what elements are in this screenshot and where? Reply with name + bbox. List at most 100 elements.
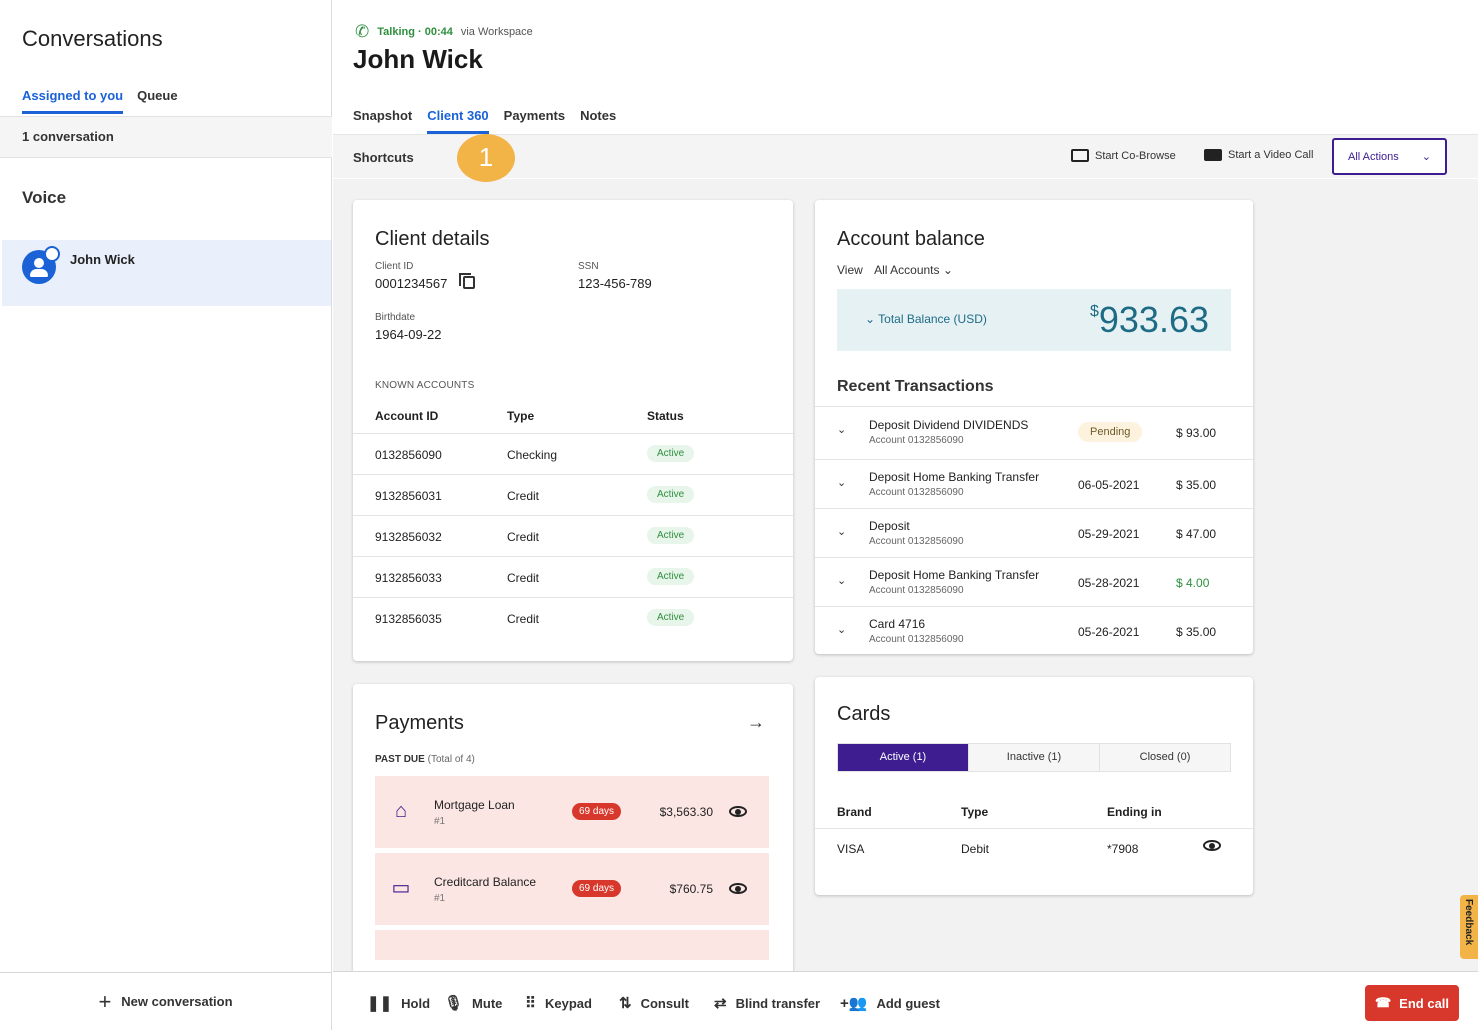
step-marker: 1: [457, 134, 515, 182]
tab-closed-cards[interactable]: Closed (0): [1100, 744, 1230, 771]
tab-active-cards[interactable]: Active (1): [838, 744, 969, 771]
hang-up-icon: ☎: [1374, 995, 1392, 1010]
tab-queue[interactable]: Queue: [137, 88, 178, 103]
blind-transfer-button[interactable]: ⇄ Blind transfer: [714, 994, 820, 1012]
transaction-title: Deposit Home Banking Transfer: [869, 568, 1040, 582]
table-row[interactable]: VISA Debit *7908: [815, 830, 1253, 870]
transaction-row[interactable]: ⌄ Deposit Home Banking Transfer Account …: [815, 557, 1253, 606]
payments-title: Payments: [375, 712, 464, 734]
copy-icon[interactable]: [459, 273, 475, 289]
transaction-account: Account 0132856090: [869, 585, 964, 596]
view-value: All Accounts: [874, 263, 940, 277]
payment-item-partial[interactable]: [375, 930, 769, 960]
consult-icon: ⇅: [619, 995, 632, 1012]
conversation-item-john-wick[interactable]: John Wick: [2, 240, 331, 306]
view-label: View: [837, 263, 863, 277]
total-balance-value: $933.63: [1089, 299, 1209, 340]
tab-payments[interactable]: Payments: [503, 108, 566, 123]
account-type: Credit: [507, 571, 540, 585]
payment-item-creditcard[interactable]: ▭ Creditcard Balance #1 69 days $760.75: [375, 853, 769, 925]
status-badge: Active: [647, 486, 695, 503]
chevron-down-icon: ⌄: [865, 312, 879, 326]
payment-name: Creditcard Balance: [434, 875, 537, 889]
transaction-row[interactable]: ⌄ Deposit Account 0132856090 05-29-2021 …: [815, 508, 1253, 557]
client-details-title: Client details: [375, 228, 490, 250]
start-co-browse-button[interactable]: Start Co-Browse: [1071, 149, 1176, 162]
total-balance-label: ⌄ Total Balance (USD): [865, 312, 987, 326]
pause-icon: ❚❚: [367, 995, 393, 1012]
eye-icon[interactable]: [729, 883, 747, 894]
client-id-label: Client ID: [375, 261, 414, 272]
feedback-tab[interactable]: Feedback: [1460, 895, 1478, 959]
tab-snapshot[interactable]: Snapshot: [353, 108, 413, 123]
caller-name: John Wick: [353, 44, 483, 74]
start-video-call-button[interactable]: Start a Video Call: [1204, 149, 1313, 161]
end-call-button[interactable]: ☎ End call: [1365, 985, 1459, 1021]
chevron-down-icon[interactable]: ⌄: [837, 424, 847, 436]
transaction-title: Card 4716: [869, 617, 926, 631]
eye-icon[interactable]: [729, 806, 747, 817]
status-badge: Active: [647, 527, 695, 544]
transaction-row[interactable]: ⌄ Card 4716 Account 0132856090 05-26-202…: [815, 606, 1253, 654]
transaction-date: 05-26-2021: [1078, 625, 1140, 639]
main-tabs: Snapshot Client 360 Payments Notes: [353, 108, 616, 134]
view-selector[interactable]: View All Accounts ⌄: [837, 263, 953, 277]
shortcuts-label: Shortcuts: [353, 150, 414, 165]
call-status: ✆ Talking · 00:44 via Workspace: [355, 22, 533, 42]
mic-off-icon: 🎙: [444, 995, 464, 1012]
mute-button[interactable]: 🎙 Mute: [444, 994, 502, 1012]
chevron-down-icon[interactable]: ⌄: [837, 624, 847, 636]
shortcuts-bar: Shortcuts 1 Start Co-Browse Start a Vide…: [333, 134, 1478, 182]
consult-button[interactable]: ⇅ Consult: [619, 994, 689, 1012]
column-status: Status: [647, 409, 684, 423]
table-row[interactable]: 9132856032 Credit Active: [353, 516, 793, 557]
tab-inactive-cards[interactable]: Inactive (1): [969, 744, 1100, 771]
total-balance-box[interactable]: ⌄ Total Balance (USD) $933.63: [837, 289, 1231, 351]
keypad-label: Keypad: [545, 995, 592, 1011]
chevron-down-icon[interactable]: ⌄: [837, 477, 847, 489]
eye-icon[interactable]: [1203, 840, 1221, 851]
transaction-amount: $ 35.00: [1176, 478, 1217, 492]
transaction-row[interactable]: ⌄ Deposit Dividend DIVIDENDS Account 013…: [815, 406, 1253, 459]
tab-client-360[interactable]: Client 360: [427, 108, 489, 134]
account-id: 9132856035: [375, 612, 442, 626]
voice-section-title: Voice: [22, 188, 67, 207]
phone-badge-icon: [44, 246, 60, 262]
cards-tabs: Active (1) Inactive (1) Closed (0): [837, 743, 1231, 772]
all-actions-dropdown[interactable]: All Actions ⌄: [1332, 138, 1447, 175]
conversation-name: John Wick: [70, 252, 135, 267]
tab-notes[interactable]: Notes: [580, 108, 617, 123]
tab-assigned-to-you[interactable]: Assigned to you: [22, 88, 124, 114]
cards-table-header: Brand Type Ending in: [815, 797, 1253, 829]
birthdate-label: Birthdate: [375, 312, 416, 323]
keypad-icon: ⠿: [525, 995, 536, 1012]
add-guest-button[interactable]: +👥 Add guest: [840, 994, 940, 1012]
transaction-account: Account 0132856090: [869, 536, 964, 547]
arrow-right-icon[interactable]: →: [747, 712, 765, 732]
hold-button[interactable]: ❚❚ Hold: [367, 994, 430, 1012]
table-row[interactable]: 9132856035 Credit Active: [353, 598, 793, 639]
transaction-amount: $ 93.00: [1176, 426, 1217, 440]
account-type: Checking: [507, 448, 558, 462]
call-controls-bar: ❚❚ Hold 🎙 Mute ⠿ Keypad ⇅ Consult ⇄ Blind tra…: [333, 971, 1478, 1030]
new-conversation-button[interactable]: + New conversation: [0, 972, 331, 1030]
chevron-down-icon[interactable]: ⌄: [837, 526, 847, 538]
column-brand: Brand: [837, 805, 872, 819]
pending-badge: Pending: [1078, 422, 1143, 442]
table-row[interactable]: 0132856090 Checking Active: [353, 434, 793, 475]
table-row[interactable]: 9132856033 Credit Active: [353, 557, 793, 598]
transaction-amount: $ 35.00: [1176, 625, 1217, 639]
avatar: [22, 246, 60, 284]
payment-item-mortgage[interactable]: ⌂ Mortgage Loan #1 69 days $3,563.30: [375, 776, 769, 848]
video-camera-icon: [1204, 149, 1222, 161]
chevron-down-icon[interactable]: ⌄: [837, 575, 847, 587]
payment-amount: $760.75: [669, 882, 713, 896]
account-id: 9132856032: [375, 530, 442, 544]
keypad-button[interactable]: ⠿ Keypad: [525, 994, 592, 1012]
recent-transactions-title: Recent Transactions: [837, 378, 994, 395]
accounts-table-header: Account ID Type Status: [353, 404, 793, 434]
end-call-label: End call: [1399, 995, 1450, 1011]
payment-name: Mortgage Loan: [434, 798, 515, 812]
table-row[interactable]: 9132856031 Credit Active: [353, 475, 793, 516]
transaction-row[interactable]: ⌄ Deposit Home Banking Transfer Account …: [815, 459, 1253, 508]
